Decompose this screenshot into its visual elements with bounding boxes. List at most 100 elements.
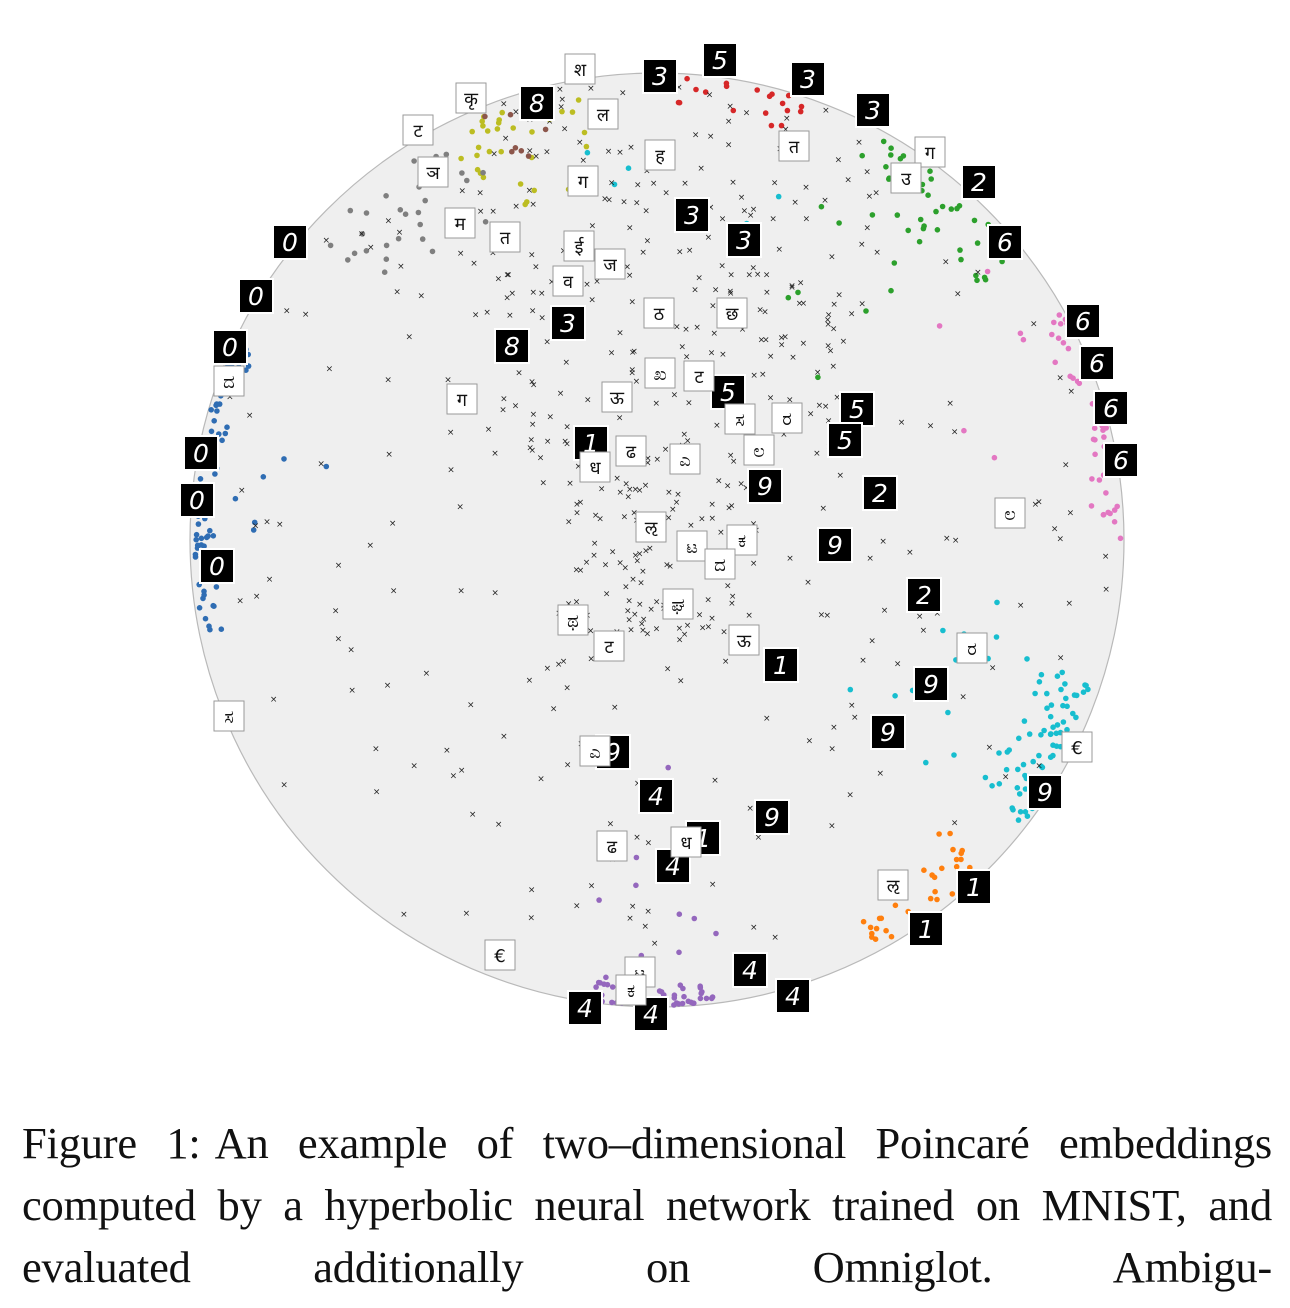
omniglot-point-marker: × bbox=[566, 479, 574, 489]
omniglot-point-marker: × bbox=[730, 457, 738, 467]
embedding-point bbox=[697, 983, 703, 989]
mnist-digit-thumbnail: 0 bbox=[199, 548, 235, 584]
omniglot-point-marker: × bbox=[711, 329, 719, 339]
omniglot-point-marker: × bbox=[676, 635, 684, 645]
embedding-point bbox=[479, 118, 486, 125]
omniglot-point-marker: × bbox=[491, 589, 499, 599]
omniglot-point-marker: × bbox=[577, 566, 585, 576]
embedding-point bbox=[464, 177, 470, 184]
omniglot-point-marker: × bbox=[741, 206, 749, 216]
omniglot-point-marker: × bbox=[709, 301, 717, 311]
embedding-point bbox=[512, 145, 519, 151]
omniglot-glyph: ई bbox=[575, 236, 585, 258]
embedding-point bbox=[836, 220, 842, 226]
embedding-point bbox=[1026, 731, 1033, 737]
omniglot-point-marker: × bbox=[743, 109, 751, 119]
embedding-point bbox=[1038, 671, 1045, 678]
embedding-point bbox=[359, 231, 366, 237]
mnist-digit-thumbnail: 9 bbox=[870, 714, 906, 750]
omniglot-point-marker: × bbox=[767, 352, 775, 362]
omniglot-glyph: ಸ bbox=[224, 707, 234, 728]
embedding-point bbox=[1017, 809, 1024, 815]
embedding-point bbox=[459, 170, 465, 176]
omniglot-point-marker: × bbox=[529, 446, 537, 456]
embedding-point bbox=[1016, 791, 1023, 797]
omniglot-glyph-thumbnail: ಎ bbox=[669, 443, 701, 475]
omniglot-point-marker: × bbox=[665, 514, 673, 524]
omniglot-point-marker: × bbox=[946, 399, 954, 409]
omniglot-point-marker: × bbox=[528, 377, 536, 387]
omniglot-point-marker: × bbox=[671, 390, 679, 400]
omniglot-glyph-thumbnail: ट bbox=[402, 114, 434, 146]
omniglot-point-marker: × bbox=[580, 156, 588, 166]
embedding-point bbox=[1088, 503, 1095, 509]
omniglot-point-marker: × bbox=[676, 248, 684, 258]
omniglot-point-marker: × bbox=[634, 557, 642, 567]
omniglot-point-marker: × bbox=[556, 85, 564, 95]
embedding-point bbox=[677, 982, 684, 988]
omniglot-point-marker: × bbox=[526, 147, 534, 157]
omniglot-point-marker: × bbox=[276, 520, 284, 530]
omniglot-point-marker: × bbox=[576, 138, 584, 148]
thumbnail-frame bbox=[587, 98, 619, 130]
embedding-point bbox=[609, 999, 615, 1006]
omniglot-point-marker: × bbox=[628, 368, 636, 378]
omniglot-point-marker: × bbox=[727, 271, 735, 281]
omniglot-point-marker: × bbox=[1056, 374, 1064, 384]
omniglot-point-marker: × bbox=[642, 922, 650, 932]
omniglot-glyph: ऊ bbox=[610, 388, 625, 409]
omniglot-glyph-thumbnail: ट bbox=[683, 360, 715, 392]
embedding-point bbox=[474, 152, 480, 159]
embedding-point bbox=[953, 856, 960, 863]
omniglot-point-marker: × bbox=[629, 575, 637, 585]
omniglot-point-marker: × bbox=[824, 315, 832, 325]
embedding-point bbox=[996, 781, 1003, 787]
omniglot-point-marker: × bbox=[807, 410, 815, 420]
omniglot-point-marker: × bbox=[384, 681, 392, 691]
omniglot-point-marker: × bbox=[561, 437, 569, 447]
embedding-point bbox=[730, 107, 737, 114]
embedding-point bbox=[211, 603, 217, 609]
omniglot-point-marker: × bbox=[1057, 654, 1065, 664]
omniglot-point-marker: × bbox=[447, 428, 455, 438]
omniglot-point-marker: × bbox=[625, 616, 633, 626]
embedding-point bbox=[936, 323, 943, 329]
thumbnail-frame bbox=[728, 624, 760, 656]
embedding-point bbox=[974, 240, 981, 246]
embedding-point bbox=[880, 138, 887, 145]
mnist-digit-glyph: 1 bbox=[918, 915, 934, 944]
mnist-digit-glyph: 6 bbox=[1113, 446, 1129, 475]
omniglot-glyph-thumbnail: ರ bbox=[771, 402, 803, 434]
omniglot-point-marker: × bbox=[450, 771, 458, 781]
omniglot-point-marker: × bbox=[642, 207, 650, 217]
omniglot-point-marker: × bbox=[602, 560, 610, 570]
omniglot-point-marker: × bbox=[564, 760, 572, 770]
embedding-point bbox=[1052, 359, 1058, 366]
omniglot-point-marker: × bbox=[1002, 772, 1010, 782]
omniglot-point-marker: × bbox=[681, 630, 689, 640]
embedding-point bbox=[1021, 718, 1028, 724]
embedding-point bbox=[542, 126, 549, 133]
omniglot-point-marker: × bbox=[632, 485, 640, 495]
thumbnail-frame bbox=[494, 328, 530, 364]
omniglot-point-marker: × bbox=[573, 500, 581, 510]
omniglot-point-marker: × bbox=[1067, 508, 1075, 518]
embedding-point bbox=[892, 693, 898, 699]
embedding-point bbox=[676, 99, 683, 106]
embedding-point bbox=[1044, 690, 1050, 697]
omniglot-point-marker: × bbox=[683, 352, 691, 362]
embedding-point bbox=[480, 169, 486, 176]
thumbnail-frame bbox=[272, 224, 308, 260]
omniglot-point-marker: × bbox=[780, 430, 788, 440]
embedding-point bbox=[347, 207, 354, 214]
omniglot-point-marker: × bbox=[543, 147, 551, 157]
omniglot-point-marker: × bbox=[708, 614, 716, 624]
omniglot-point-marker: × bbox=[868, 637, 876, 647]
omniglot-point-marker: × bbox=[951, 427, 959, 437]
embedding-point bbox=[480, 174, 487, 181]
omniglot-point-marker: × bbox=[840, 337, 848, 347]
omniglot-point-marker: × bbox=[952, 536, 960, 546]
mnist-digit-glyph: 9 bbox=[923, 670, 939, 699]
embedding-point bbox=[1080, 689, 1087, 695]
omniglot-point-marker: × bbox=[544, 437, 552, 447]
